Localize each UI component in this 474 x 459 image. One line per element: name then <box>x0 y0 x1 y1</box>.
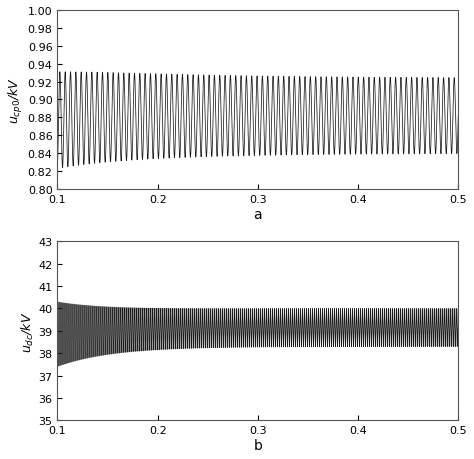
Y-axis label: $u_{dc}$/kV: $u_{dc}$/kV <box>19 311 36 352</box>
Y-axis label: $u_{cp0}$/kV: $u_{cp0}$/kV <box>7 77 25 123</box>
X-axis label: b: b <box>254 438 262 452</box>
X-axis label: a: a <box>254 207 262 221</box>
